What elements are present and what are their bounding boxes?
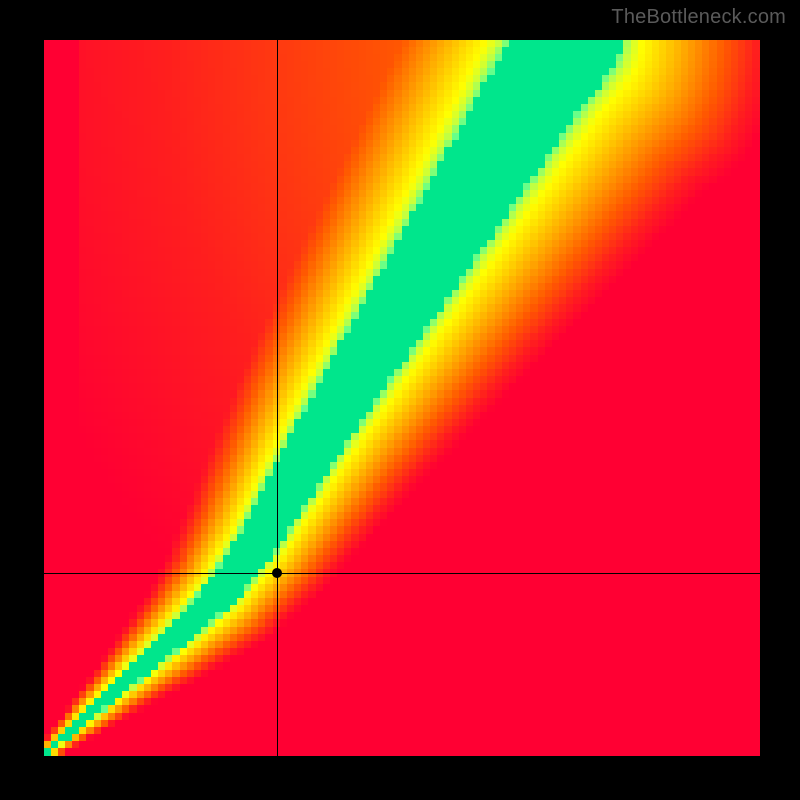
heatmap-canvas xyxy=(44,40,760,756)
watermark-text: TheBottleneck.com xyxy=(611,6,786,29)
crosshair-vertical xyxy=(277,40,278,756)
crosshair-horizontal xyxy=(44,573,760,574)
heatmap-plot xyxy=(44,40,760,756)
crosshair-marker xyxy=(272,568,282,578)
chart-container: TheBottleneck.com xyxy=(0,0,800,800)
